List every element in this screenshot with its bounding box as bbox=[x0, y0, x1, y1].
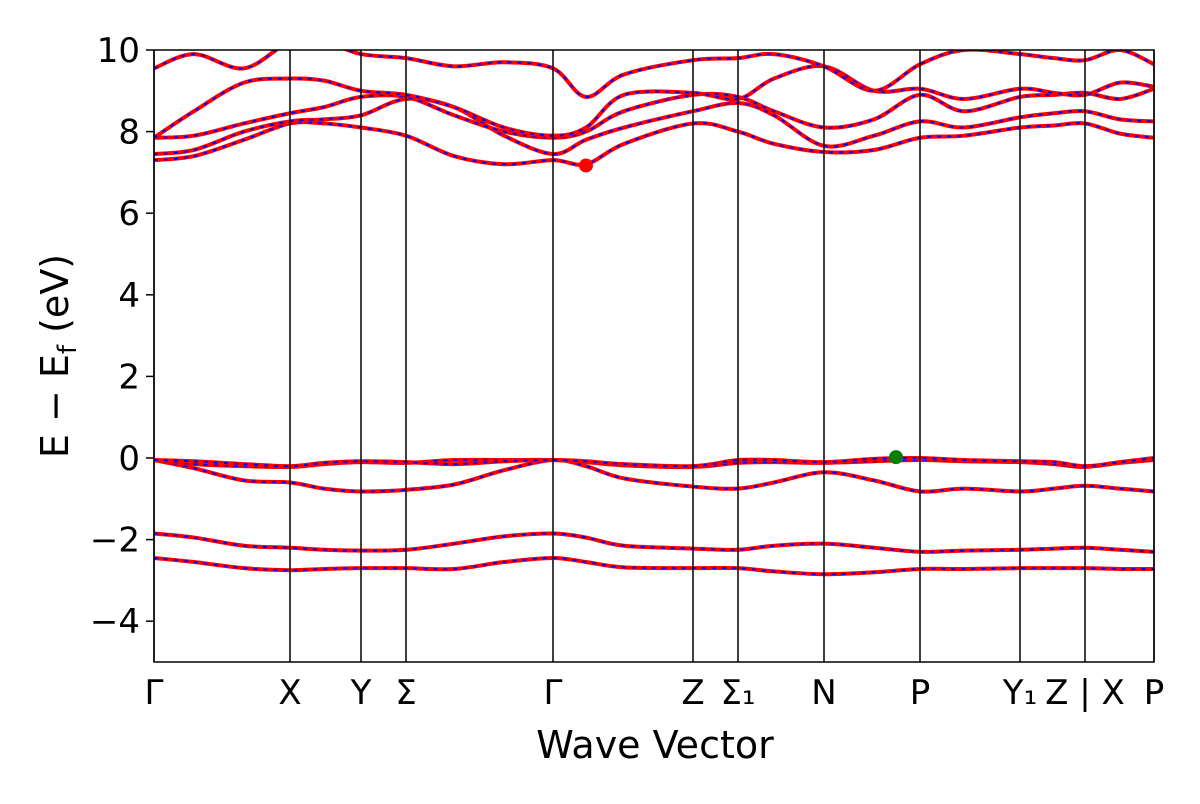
band-dash bbox=[154, 556, 1154, 576]
y-tick-label: −4 bbox=[90, 602, 140, 642]
bands bbox=[154, 50, 1154, 577]
x-tick-label: P bbox=[1144, 673, 1165, 713]
y-label-sub: f bbox=[53, 344, 83, 354]
x-tick-label: Σ₁ bbox=[720, 673, 755, 713]
y-tick-label: 10 bbox=[97, 31, 140, 71]
x-tick-label: Z bbox=[681, 673, 704, 713]
x-tick-label: X bbox=[278, 673, 301, 713]
x-tick-label: N bbox=[811, 673, 836, 713]
y-tick-label: 4 bbox=[118, 276, 140, 316]
band-dash bbox=[154, 458, 1154, 493]
band-line bbox=[154, 50, 1154, 99]
band-dash bbox=[154, 65, 1154, 139]
band-line bbox=[154, 455, 1154, 469]
x-tick-label: Z | X bbox=[1045, 673, 1125, 713]
y-label-unit: (eV) bbox=[33, 254, 77, 345]
band-extremum bbox=[579, 158, 593, 173]
band-dash bbox=[154, 87, 1154, 139]
x-tick-label: Γ bbox=[145, 673, 164, 713]
y-tick-label: 2 bbox=[118, 357, 140, 397]
band-extremum bbox=[889, 450, 903, 465]
y-label-main: E − E bbox=[33, 354, 77, 458]
x-tick-label: Σ bbox=[395, 673, 416, 713]
y-tick-label: 0 bbox=[118, 439, 140, 479]
band-line bbox=[154, 96, 1154, 157]
x-tick-label: Y₁ bbox=[1002, 673, 1037, 713]
x-tick-label: Y bbox=[350, 673, 372, 713]
x-axis-label: Wave Vector bbox=[536, 723, 774, 767]
band-line bbox=[154, 120, 1154, 167]
plot-frame bbox=[153, 49, 1155, 663]
y-tick-label: 6 bbox=[118, 194, 140, 234]
band-dash bbox=[154, 532, 1154, 553]
y-axis-label: E − Ef (eV) bbox=[33, 254, 83, 458]
band-dash bbox=[154, 121, 1154, 166]
band-dash bbox=[154, 50, 1154, 98]
band-line bbox=[154, 555, 1154, 577]
x-tick-label: P bbox=[910, 673, 931, 713]
y-tick-label: 8 bbox=[118, 113, 140, 153]
band-dash bbox=[154, 97, 1154, 156]
x-tick-label: Γ bbox=[544, 673, 563, 713]
y-tick-label: −2 bbox=[90, 521, 140, 561]
